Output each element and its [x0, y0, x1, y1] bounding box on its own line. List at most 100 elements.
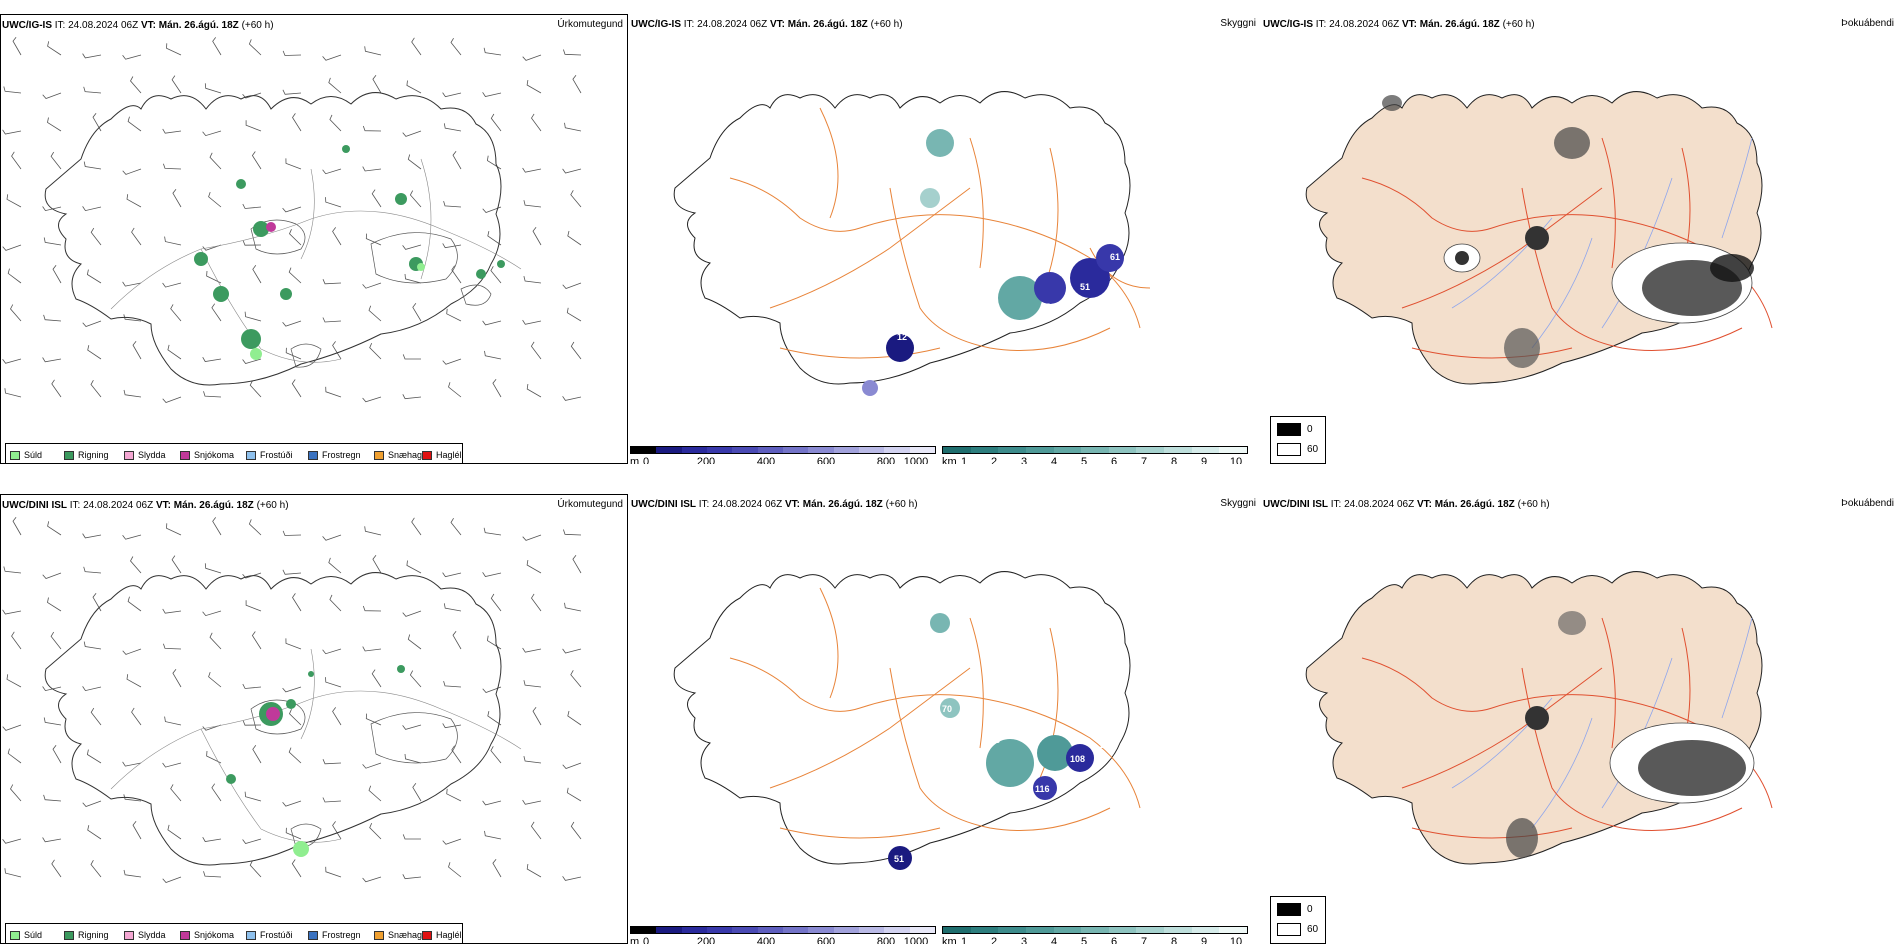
colorbar-segment — [808, 927, 834, 933]
tick: 2 — [990, 456, 998, 464]
cloudbase-unit: m — [630, 456, 640, 464]
legend-swatch-60 — [1277, 443, 1301, 456]
wind-barb — [406, 80, 422, 94]
wind-barb — [289, 229, 302, 246]
wind-barb — [570, 821, 582, 840]
wind-barb — [163, 643, 182, 650]
wind-barb — [285, 347, 302, 360]
wind-barb — [122, 648, 142, 655]
wind-barb — [482, 686, 502, 693]
svg-text:51: 51 — [894, 854, 904, 864]
wind-barb — [482, 320, 502, 326]
model-label: UWC/DINI ISL — [1263, 499, 1328, 510]
wind-barb — [288, 747, 302, 764]
tick: 0 — [642, 456, 650, 464]
road-network-red — [1361, 137, 1773, 359]
wind-barb — [172, 189, 182, 208]
vt-label: VT: — [1416, 499, 1432, 510]
wind-barb — [242, 720, 262, 726]
wind-barb — [563, 529, 582, 536]
legend-label-60: 60 — [1307, 924, 1319, 935]
wind-barb — [209, 632, 222, 650]
wind-barb — [132, 820, 142, 840]
wind-barb — [252, 745, 262, 764]
colorbar-segment — [631, 927, 657, 933]
wind-barb — [42, 92, 62, 99]
wind-barb — [570, 670, 582, 688]
fog-indicator-panel-1: UWC/IG-IS IT: 24.08.2024 06Z VT: Mán. 26… — [1262, 14, 1898, 464]
wind-barb — [562, 168, 582, 174]
wind-barb — [42, 686, 62, 692]
tick: 2 — [990, 936, 998, 944]
wind-barb — [332, 341, 342, 360]
lead-time: (+60 h) — [1502, 19, 1535, 30]
tick: 0 — [642, 936, 650, 944]
wind-barb — [123, 389, 142, 398]
wind-barb — [249, 860, 262, 878]
colorbar-segment — [884, 447, 910, 453]
wind-barb — [90, 860, 102, 878]
wind-barb — [402, 394, 422, 400]
visibility-panel-1: UWC/IG-IS IT: 24.08.2024 06Z VT: Mán. 26… — [630, 14, 1258, 464]
wind-barb — [3, 566, 22, 574]
precip-type-panel-2: UWC/DINI ISL IT: 24.08.2024 06Z VT: Mán.… — [0, 494, 628, 944]
wind-barb — [451, 265, 462, 284]
wind-barb — [291, 859, 302, 878]
wind-barb — [86, 269, 102, 284]
svg-text:51: 51 — [1080, 282, 1090, 292]
wind-barb — [522, 534, 542, 541]
wind-barb — [402, 724, 422, 730]
wind-barb — [245, 600, 262, 612]
wind-barb — [202, 610, 222, 617]
wind-barb — [566, 787, 582, 802]
colorbar-segment — [1053, 927, 1082, 933]
wind-barb — [562, 762, 582, 769]
it-prefix: IT: — [683, 19, 695, 30]
wind-barb — [162, 128, 182, 134]
tick: 600 — [816, 936, 836, 944]
colorbar-segment — [1191, 447, 1220, 453]
tick: 10 — [1229, 936, 1243, 944]
wind-barb — [123, 314, 142, 322]
panel-title: UWC/IG-IS IT: 24.08.2024 06Z VT: Mán. 26… — [2, 20, 274, 31]
legend-item-haglel: Haglél — [422, 930, 462, 940]
wind-barb — [567, 710, 582, 726]
lead-time: (+60 h) — [885, 499, 918, 510]
wind-barb — [52, 265, 62, 284]
wind-barb — [368, 305, 382, 322]
tick: 600 — [816, 456, 836, 464]
wind-barb — [47, 521, 62, 536]
wind-barb — [166, 523, 182, 536]
wind-barb — [532, 706, 542, 726]
wind-barb — [486, 635, 502, 650]
tick: 8 — [1170, 456, 1178, 464]
wind-barb — [90, 707, 102, 726]
colorbar-segment — [998, 447, 1026, 453]
wind-barb — [365, 713, 382, 726]
fog-legend: 0 60 — [1270, 896, 1326, 944]
wind-barb — [522, 799, 542, 805]
wind-barb — [532, 226, 542, 246]
wind-barb — [202, 724, 222, 731]
colorbar-segment — [782, 447, 809, 453]
wind-barb — [531, 593, 542, 612]
wind-barb — [2, 244, 22, 251]
wind-barb — [282, 569, 302, 575]
wind-barb — [325, 386, 342, 398]
lead-time: (+60 h) — [241, 20, 274, 31]
colorbar-segment — [656, 927, 682, 933]
wind-barb — [90, 380, 102, 398]
wind-barb — [2, 838, 22, 844]
wind-barb — [452, 151, 462, 170]
wind-barb — [365, 233, 382, 246]
wind-barb — [7, 748, 22, 764]
wind-barb — [523, 756, 542, 764]
road-network — [110, 648, 522, 843]
wind-barb — [204, 563, 222, 574]
wind-barb — [291, 379, 302, 398]
lead-time: (+60 h) — [256, 500, 289, 511]
colorbar-segment — [1191, 927, 1220, 933]
wind-barb — [448, 382, 462, 398]
wind-barb — [164, 716, 182, 726]
visibility-scale — [942, 926, 1248, 934]
